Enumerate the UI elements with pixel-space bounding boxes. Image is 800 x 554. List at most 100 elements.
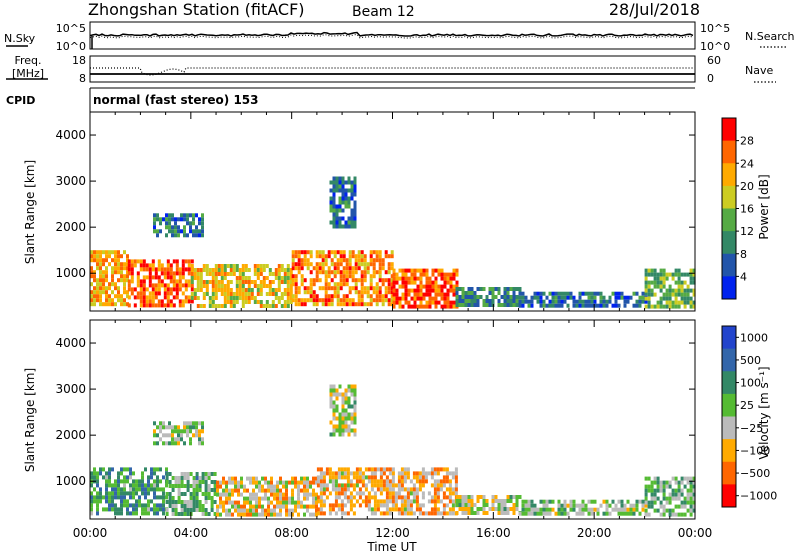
data-cell: [527, 511, 531, 516]
data-cell: [166, 299, 170, 304]
data-cell: [225, 492, 228, 497]
data-cell: [344, 224, 348, 229]
data-cell: [360, 274, 364, 279]
data-cell: [312, 302, 316, 307]
data-cell: [387, 282, 391, 287]
data-cell: [530, 503, 534, 508]
data-cell: [135, 503, 138, 508]
data-cell: [650, 268, 654, 273]
data-cell: [153, 213, 156, 218]
data-cell: [93, 495, 96, 500]
data-cell: [659, 500, 663, 505]
data-cell: [127, 259, 131, 264]
data-cell: [136, 259, 140, 264]
data-cell: [351, 266, 355, 271]
data-cell: [671, 496, 675, 501]
data-cell: [656, 508, 660, 513]
data-cell: [198, 484, 202, 488]
data-cell: [578, 507, 582, 512]
data-cell: [551, 499, 555, 504]
data-cell: [238, 292, 242, 296]
data-cell: [288, 508, 291, 513]
data-cell: [114, 270, 117, 275]
data-cell: [312, 298, 316, 303]
data-cell: [436, 479, 440, 484]
data-cell: [349, 503, 353, 508]
data-cell: [174, 425, 177, 430]
data-cell: [262, 268, 266, 272]
data-cell: [171, 476, 175, 480]
data-cell: [515, 295, 519, 299]
freq-left-label-2: [MHz]: [12, 67, 44, 80]
data-cell: [273, 504, 276, 509]
data-cell: [175, 279, 179, 284]
data-cell: [145, 303, 149, 308]
data-cell: [692, 276, 696, 281]
data-cell: [108, 294, 111, 299]
data-cell: [142, 283, 146, 288]
data-cell: [96, 282, 99, 287]
data-cell: [274, 288, 278, 292]
data-cell: [608, 295, 612, 300]
data-cell: [332, 428, 336, 433]
data-cell: [461, 499, 465, 503]
data-cell: [524, 511, 528, 516]
data-cell: [321, 270, 325, 275]
data-cell: [231, 500, 234, 505]
data-cell: [458, 507, 462, 511]
data-cell: [409, 479, 413, 484]
data-cell: [241, 280, 245, 284]
data-cell: [353, 200, 357, 205]
data-cell: [169, 271, 173, 276]
data-cell: [355, 471, 359, 476]
data-cell: [354, 286, 358, 291]
data-cell: [578, 291, 582, 296]
data-cell: [366, 266, 370, 271]
data-cell: [566, 503, 570, 508]
data-cell: [156, 433, 159, 438]
data-cell: [303, 476, 306, 481]
data-cell: [189, 441, 192, 446]
data-cell: [686, 296, 690, 301]
data-cell: [315, 270, 319, 275]
data-cell: [400, 471, 404, 476]
data-cell: [99, 467, 102, 472]
data-cell: [391, 479, 395, 484]
data-cell: [127, 263, 131, 268]
data-cell: [303, 262, 307, 267]
colorbar-tick-label: 12: [740, 225, 754, 238]
data-cell: [476, 507, 480, 511]
data-cell: [344, 408, 348, 413]
freq-right-tick-bottom: 0: [707, 72, 714, 85]
data-cell: [415, 471, 419, 476]
data-cell: [144, 495, 147, 500]
data-cell: [193, 292, 197, 296]
data-cell: [391, 475, 395, 480]
data-cell: [439, 499, 443, 504]
data-cell: [433, 467, 437, 472]
data-cell: [315, 508, 318, 513]
data-cell: [536, 507, 540, 512]
data-cell: [306, 262, 310, 267]
data-cell: [352, 483, 356, 488]
data-cell: [329, 204, 333, 209]
data-cell: [130, 287, 134, 292]
data-cell: [235, 288, 239, 292]
data-cell: [255, 492, 258, 497]
data-cell: [201, 221, 204, 226]
data-cell: [692, 488, 696, 493]
data-cell: [225, 500, 228, 505]
data-cell: [123, 278, 126, 283]
data-cell: [183, 508, 187, 512]
data-cell: [111, 274, 114, 279]
data-cell: [653, 276, 657, 281]
data-cell: [249, 480, 252, 485]
data-cell: [147, 499, 150, 504]
data-cell: [433, 471, 437, 476]
data-cell: [190, 268, 194, 272]
data-cell: [344, 196, 348, 201]
data-cell: [135, 491, 138, 496]
data-cell: [464, 503, 468, 507]
data-cell: [689, 508, 693, 513]
data-cell: [373, 467, 377, 472]
